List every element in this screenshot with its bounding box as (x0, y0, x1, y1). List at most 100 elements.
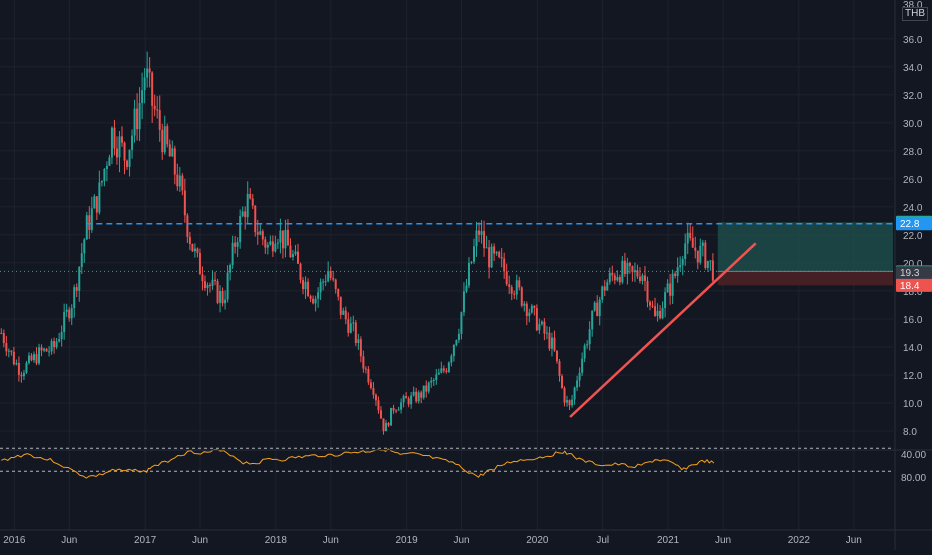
profit-target-zone (717, 222, 893, 272)
candle-body (435, 374, 438, 380)
candle-body (646, 280, 649, 302)
candle-body (636, 270, 639, 277)
candle-body (540, 321, 543, 325)
candle-body (601, 286, 604, 300)
candle-body (297, 251, 300, 264)
candle-body (43, 348, 46, 351)
candle-body (45, 348, 48, 352)
candle-body (178, 175, 181, 187)
candle-body (415, 391, 418, 402)
candle-body (659, 310, 662, 319)
candle-body (395, 410, 398, 412)
candle-body (500, 256, 503, 259)
candle-body (98, 182, 101, 213)
drawings[interactable] (0, 222, 893, 418)
candle-body (203, 281, 206, 288)
candle-body (246, 193, 249, 218)
candle-body (407, 398, 410, 405)
candle-body (485, 247, 488, 249)
candle-body (136, 108, 139, 130)
candle-body (603, 286, 606, 291)
candle-body (561, 375, 564, 388)
candle-body (188, 236, 191, 244)
grid-lines (0, 0, 893, 530)
stop-loss-zone (717, 271, 893, 286)
candle-body (60, 332, 63, 340)
candle-body (709, 260, 712, 262)
candle-body (236, 242, 239, 247)
candle-body (266, 244, 269, 248)
candle-body (641, 275, 644, 282)
time-tick-label: 2022 (788, 535, 811, 546)
candle-body (12, 351, 15, 365)
candle-body (131, 135, 134, 150)
time-tick-label: 2021 (657, 535, 680, 546)
price-tick-label: 26.0 (903, 175, 923, 186)
candle-body (271, 241, 274, 252)
candle-body (317, 292, 320, 299)
candle-body (538, 324, 541, 331)
rsi-tick-label: 80.00 (901, 473, 926, 484)
currency-label[interactable]: THB (902, 7, 928, 21)
candle-body (357, 339, 360, 344)
candle-body (689, 232, 692, 239)
candle-body (38, 347, 41, 364)
candle-body (450, 355, 453, 363)
candle-body (30, 355, 33, 361)
candle-body (95, 196, 98, 213)
candle-body (649, 301, 652, 306)
time-tick-label: 2018 (265, 535, 288, 546)
candle-body (369, 382, 372, 388)
candle-body (457, 333, 460, 341)
candle-body (261, 231, 264, 240)
candle-body (432, 379, 435, 381)
candle-body (704, 242, 707, 268)
candle-body (27, 355, 30, 363)
candle-body (349, 323, 352, 333)
candle-body (674, 273, 677, 276)
time-tick-label: Jul (596, 535, 609, 546)
price-tick-label: 8.0 (903, 427, 917, 438)
candle-body (362, 356, 365, 369)
candle-body (382, 418, 385, 432)
candle-body (319, 282, 322, 293)
candle-body (299, 263, 302, 280)
candle-body (555, 350, 558, 362)
candle-body (616, 277, 619, 281)
candle-body (294, 251, 297, 255)
candle-body (302, 279, 305, 290)
candle-body (510, 286, 513, 294)
candle-body (55, 341, 58, 348)
price-tick-label: 24.0 (903, 203, 923, 214)
candle-body (691, 238, 694, 248)
candle-body (339, 296, 342, 315)
candle-body (387, 422, 390, 426)
candle-body (337, 289, 340, 297)
candle-body (490, 246, 493, 268)
candle-body (281, 230, 284, 249)
candle-body (118, 136, 121, 158)
candle-body (465, 285, 468, 292)
candle-body (548, 332, 551, 349)
time-tick-label: Jun (715, 535, 731, 546)
candle-body (141, 90, 144, 104)
candle-body (259, 231, 262, 235)
trendline[interactable] (569, 242, 757, 418)
candle-body (344, 310, 347, 320)
price-label-bg (896, 278, 932, 292)
candle-body (291, 254, 294, 258)
candle-body (483, 231, 486, 249)
candle-body (455, 340, 458, 346)
time-tick-label: 2017 (134, 535, 157, 546)
candle-body (397, 409, 400, 411)
candle-body (226, 272, 229, 300)
rsi-pane (0, 447, 893, 479)
candle-body (638, 276, 641, 282)
candle-body (478, 230, 481, 235)
candle-body (221, 290, 224, 304)
candle-body (568, 400, 571, 406)
price-tick-label: 36.0 (903, 35, 923, 46)
candle-body (264, 239, 267, 248)
